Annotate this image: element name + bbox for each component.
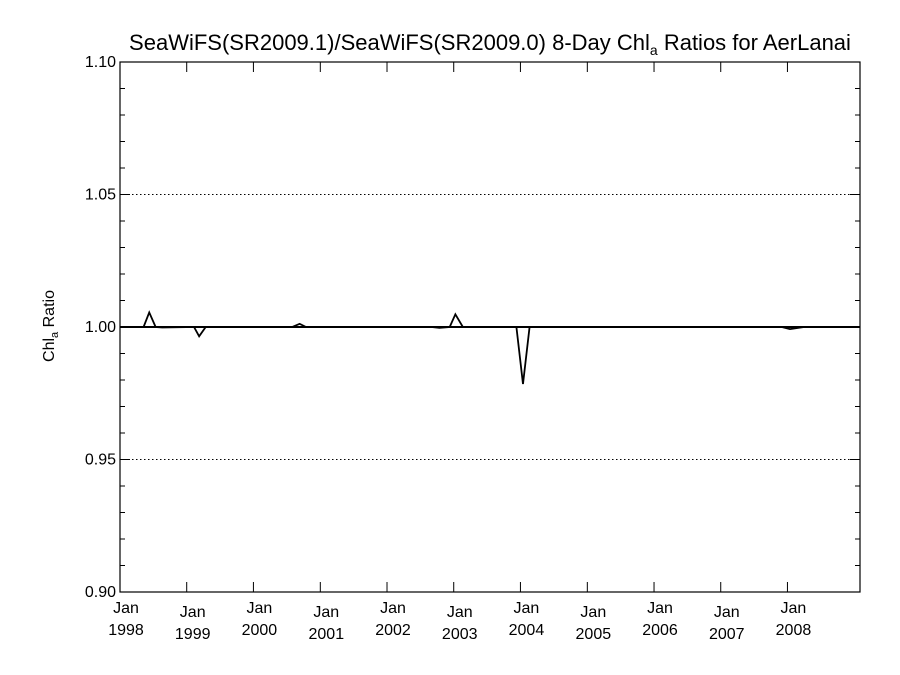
tick-layer [119, 61, 860, 593]
y-tick-label: 1.00 [85, 319, 116, 336]
x-tick-label: Jan [380, 600, 406, 617]
x-tick-label: Jan [247, 600, 273, 617]
x-tick-label: Jan [180, 604, 206, 621]
y-tick-label: 0.95 [85, 452, 116, 469]
y-tick-label: 1.10 [85, 54, 116, 71]
chart-title-main: SeaWiFS(SR2009.1)/SeaWiFS(SR2009.0) 8-Da… [129, 30, 650, 55]
series-line-0 [120, 310, 860, 385]
x-tick-label: 2007 [709, 626, 745, 643]
label-layer: 0.90 0.95 1.00 1.05 1.10 Jan 1998 Jan 1999 Jan 200… [85, 54, 811, 643]
x-tick-label: Jan [447, 604, 473, 621]
x-tick-label: Jan [781, 600, 807, 617]
x-tick-label: 1998 [108, 622, 144, 639]
chart-title: SeaWiFS(SR2009.1)/SeaWiFS(SR2009.0) 8-Da… [120, 30, 860, 58]
series-layer [120, 310, 860, 385]
x-tick-label: 2003 [442, 626, 478, 643]
x-tick-label: 2004 [509, 622, 545, 639]
y-tick-label: 1.05 [85, 187, 116, 204]
x-tick-label: 2000 [242, 622, 278, 639]
x-tick-label: 2008 [776, 622, 812, 639]
x-tick-label: 1999 [175, 626, 211, 643]
x-tick-label: Jan [113, 600, 139, 617]
x-tick-label: Jan [647, 600, 673, 617]
x-tick-label: 2005 [576, 626, 612, 643]
x-tick-label: Jan [514, 600, 540, 617]
x-tick-label: Jan [714, 604, 740, 621]
y-tick-label: 0.90 [85, 584, 116, 601]
chart-title-subscript: a [649, 42, 658, 58]
chart-title-rest: Ratios for AerLanai [657, 30, 851, 55]
x-tick-label: Jan [313, 604, 339, 621]
x-tick-label: 2006 [642, 622, 678, 639]
x-tick-label: 2001 [309, 626, 345, 643]
x-tick-label: Jan [580, 604, 606, 621]
x-tick-label: 2002 [375, 622, 411, 639]
